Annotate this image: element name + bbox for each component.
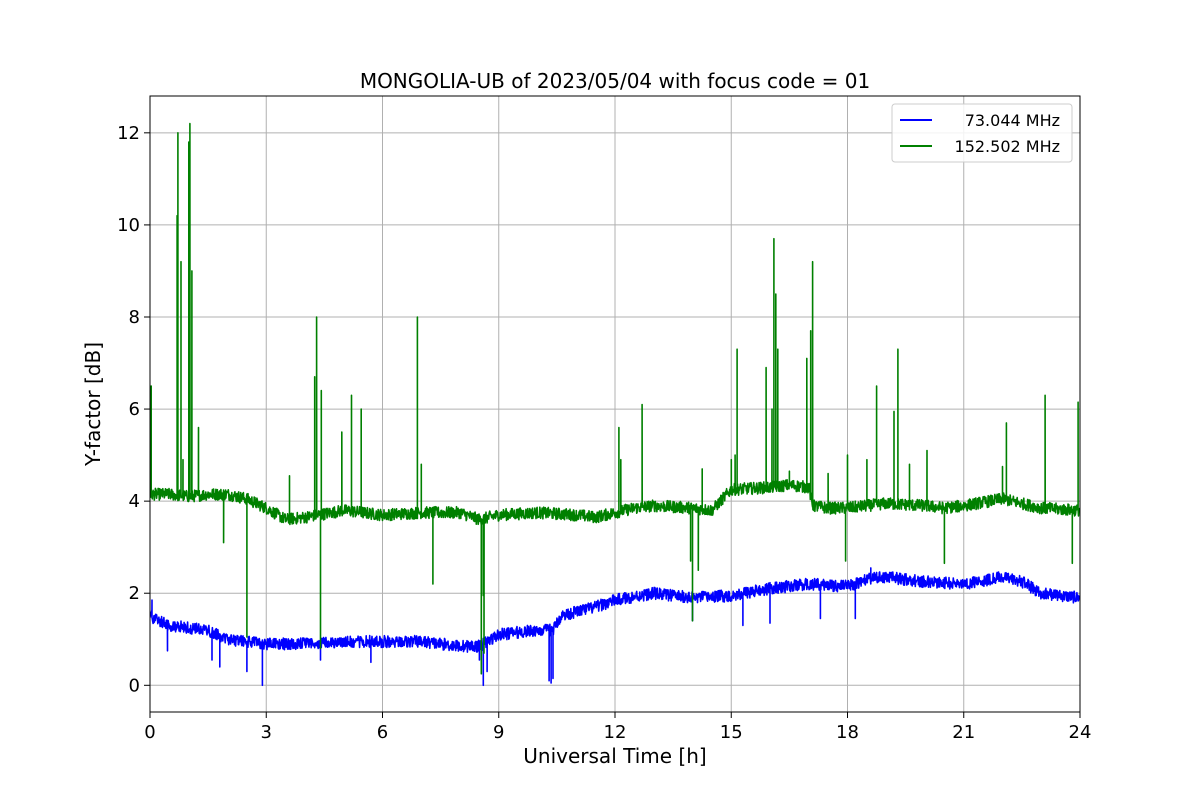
- grid-lines: [149, 96, 1081, 712]
- series-line-1: [150, 567, 1080, 687]
- legend-box: [891, 103, 1073, 163]
- y-tick-label: 2: [129, 583, 140, 604]
- x-tick-label: 18: [836, 722, 859, 743]
- plot-series: [150, 122, 1080, 687]
- y-tick-label: 10: [117, 215, 140, 236]
- x-tick-label: 21: [952, 722, 975, 743]
- x-tick-label: 3: [261, 722, 272, 743]
- legend-label: 73.044 MHz: [965, 111, 1060, 130]
- chart-title: MONGOLIA-UB of 2023/05/04 with focus cod…: [360, 69, 870, 93]
- y-tick-label: 12: [117, 123, 140, 144]
- y-tick-label: 4: [129, 491, 140, 512]
- x-tick-label: 15: [720, 722, 743, 743]
- x-tick-label: 0: [144, 722, 155, 743]
- x-axis-label: Universal Time [h]: [523, 744, 706, 768]
- series-line-2: [150, 122, 1080, 675]
- y-tick-label: 6: [129, 399, 140, 420]
- y-tick-label: 0: [129, 675, 140, 696]
- x-tick-label: 24: [1069, 722, 1092, 743]
- legend-label: 152.502 MHz: [955, 137, 1060, 156]
- y-tick-label: 8: [129, 307, 140, 328]
- x-tick-label: 6: [377, 722, 388, 743]
- legend: 73.044 MHz 152.502 MHz: [891, 103, 1073, 163]
- y-axis-label: Y-factor [dB]: [81, 342, 105, 467]
- x-tick-label: 12: [604, 722, 627, 743]
- x-tick-label: 9: [493, 722, 504, 743]
